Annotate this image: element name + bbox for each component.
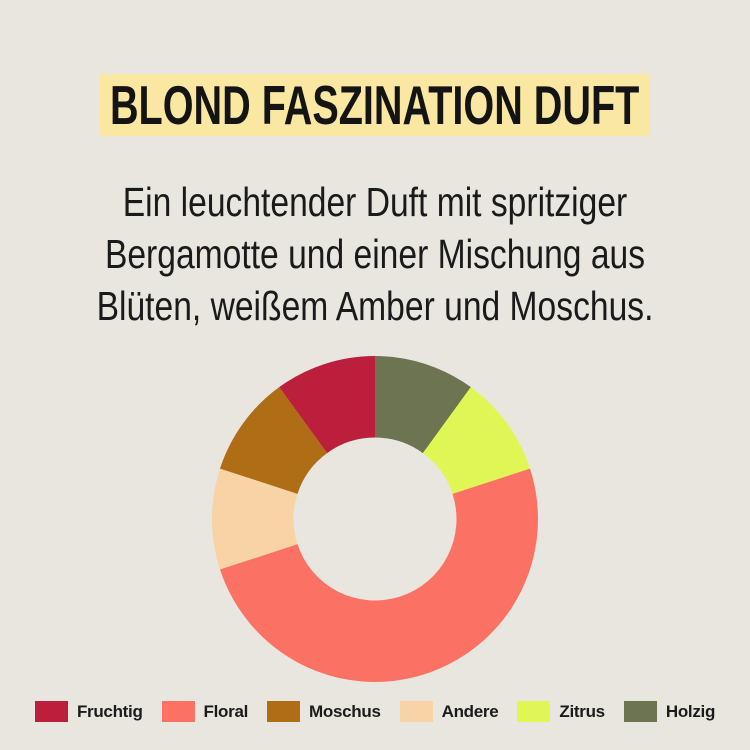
legend-label-floral: Floral (203, 701, 249, 721)
description-line-2: Bergamotte und einer Mischung aus (104, 231, 646, 277)
legend-item-zitrus: Zitrus (517, 701, 605, 722)
legend-swatch-zitrus (517, 701, 551, 722)
description-line-1: Ein leuchtender Duft mit spritziger (122, 179, 628, 225)
legend-item-andere: Andere (399, 701, 499, 722)
legend-item-moschus: Moschus (267, 701, 381, 722)
page-title: BLOND FASZINATION DUFT (110, 74, 640, 136)
legend-item-holzig: Holzig (623, 701, 716, 722)
donut-segment-zitrus (422, 387, 531, 494)
fragrance-donut-chart (212, 356, 538, 682)
legend-label-fruchtig: Fruchtig (76, 701, 143, 721)
legend-swatch-moschus (267, 701, 301, 722)
legend-label-andere: Andere (441, 701, 499, 721)
donut-segment-holzig (375, 356, 471, 454)
donut-segment-moschus (219, 387, 328, 494)
donut-segment-fruchtig (279, 356, 375, 454)
legend-item-fruchtig: Fruchtig (34, 701, 143, 722)
title-banner: BLOND FASZINATION DUFT (100, 74, 650, 136)
legend-label-zitrus: Zitrus (559, 701, 605, 721)
legend-swatch-andere (399, 701, 433, 722)
legend-label-moschus: Moschus (309, 701, 381, 721)
chart-legend: Fruchtig Floral Moschus Andere Zitrus Holzig (0, 701, 750, 722)
fragrance-description: Ein leuchtender Duft mit spritziger Berg… (68, 176, 683, 332)
description-line-3: Blüten, weißem Amber und Moschus. (96, 283, 654, 329)
donut-segment-andere (212, 468, 298, 570)
legend-label-holzig: Holzig (665, 701, 716, 721)
donut-segment-floral (219, 468, 538, 682)
legend-swatch-floral (161, 701, 195, 722)
legend-swatch-fruchtig (34, 701, 68, 722)
legend-item-floral: Floral (161, 701, 249, 722)
legend-swatch-holzig (623, 701, 657, 722)
